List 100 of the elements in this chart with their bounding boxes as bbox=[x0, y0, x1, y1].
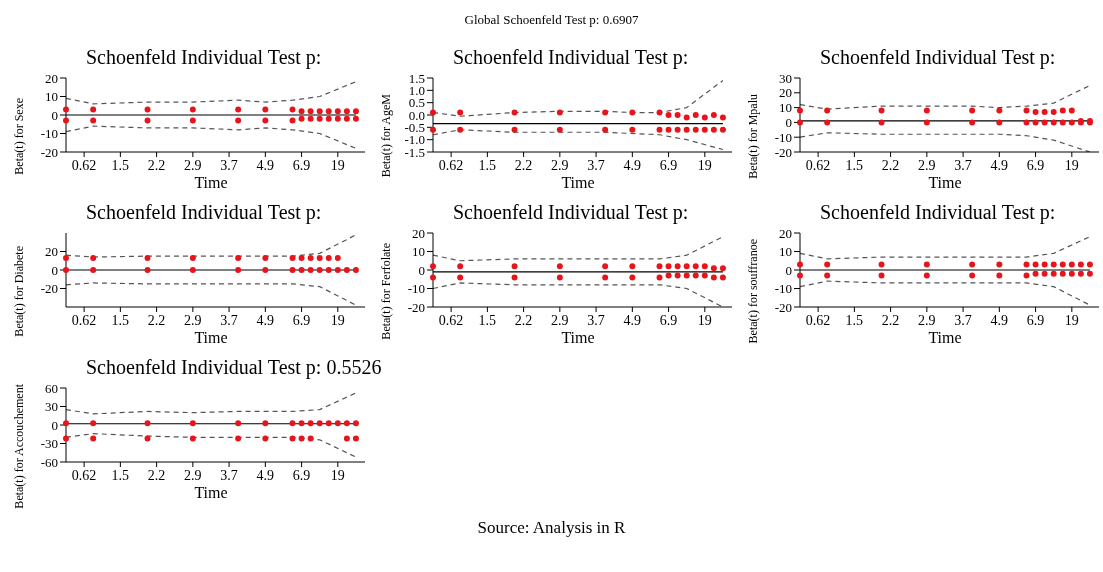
x-tick-label: 1.5 bbox=[111, 158, 130, 173]
x-tick-label: 4.9 bbox=[256, 468, 275, 483]
x-tick-label: 6.9 bbox=[659, 158, 678, 173]
x-tick-label: 2.2 bbox=[514, 158, 533, 173]
x-tick-label: 1.5 bbox=[478, 313, 497, 328]
x-tick-label: 2.2 bbox=[147, 158, 166, 173]
x-axis-title: Time bbox=[193, 484, 229, 502]
x-tick-label: 2.2 bbox=[514, 313, 533, 328]
x-tick-label: 2.9 bbox=[184, 158, 202, 173]
x-tick-label: 4.9 bbox=[256, 313, 275, 328]
x-tick-label: 2.9 bbox=[184, 313, 202, 328]
x-tick-label: 6.9 bbox=[292, 468, 311, 483]
x-tick-label: 3.7 bbox=[220, 158, 238, 173]
x-tick-label: 4.9 bbox=[256, 158, 275, 173]
y-tick-label: -20 bbox=[774, 144, 792, 160]
x-tick-label: 3.7 bbox=[220, 468, 238, 483]
x-tick-label: 6.9 bbox=[1026, 313, 1045, 328]
x-axis-title: Time bbox=[193, 329, 229, 347]
x-tick-label: 6.9 bbox=[659, 313, 678, 328]
y-tick-label: 20 bbox=[779, 85, 792, 101]
x-tick-label: 1.5 bbox=[111, 313, 130, 328]
x-tick-label: 4.9 bbox=[623, 158, 642, 173]
source-note: Source: Analysis in R bbox=[476, 518, 627, 538]
chart-title: Schoenfeld Individual Test p: 0.5526 bbox=[86, 356, 382, 379]
y-tick-label: 20 bbox=[45, 70, 58, 86]
x-tick-label: 2.2 bbox=[147, 313, 166, 328]
y-tick-label: 10 bbox=[412, 244, 425, 260]
y-tick-label: 10 bbox=[45, 89, 58, 105]
x-tick-label: 4.9 bbox=[990, 313, 1009, 328]
x-tick-label: 1.5 bbox=[845, 313, 864, 328]
y-tick-label: 0 bbox=[51, 262, 58, 278]
x-tick-label: 2.2 bbox=[881, 158, 900, 173]
y-axis-title: Beta(t) for Ferfolate bbox=[379, 242, 394, 340]
x-tick-label: 6.9 bbox=[1026, 158, 1045, 173]
y-tick-label: -10 bbox=[40, 126, 58, 142]
x-tick-label: 19 bbox=[697, 158, 712, 173]
x-tick-label: 1.5 bbox=[478, 158, 497, 173]
y-tick-label: -20 bbox=[40, 144, 58, 160]
x-tick-label: 6.9 bbox=[292, 158, 311, 173]
chart-title: Schoenfeld Individual Test p: bbox=[86, 201, 322, 224]
y-tick-label: -10 bbox=[407, 281, 425, 297]
x-tick-label: 4.9 bbox=[990, 158, 1009, 173]
y-tick-label: -20 bbox=[40, 281, 58, 297]
y-tick-label: 0 bbox=[785, 115, 792, 131]
x-axis-title: Time bbox=[193, 174, 229, 192]
y-tick-label: 0 bbox=[51, 417, 58, 433]
x-tick-label: 2.2 bbox=[147, 468, 166, 483]
x-tick-label: 2.9 bbox=[551, 158, 569, 173]
x-tick-label: 19 bbox=[697, 313, 712, 328]
x-tick-label: 0.62 bbox=[71, 158, 97, 173]
chart-title: Schoenfeld Individual Test p: bbox=[453, 46, 689, 69]
x-tick-label: 4.9 bbox=[623, 313, 642, 328]
y-tick-label: 10 bbox=[779, 100, 792, 116]
y-tick-label: -20 bbox=[407, 299, 425, 315]
x-tick-label: 19 bbox=[330, 468, 345, 483]
x-tick-label: 2.9 bbox=[918, 158, 936, 173]
x-tick-label: 3.7 bbox=[220, 313, 238, 328]
y-tick-label: 0 bbox=[785, 262, 792, 278]
y-tick-label: -60 bbox=[40, 454, 58, 470]
chart-title: Schoenfeld Individual Test p: bbox=[86, 46, 322, 69]
x-tick-label: 2.9 bbox=[918, 313, 936, 328]
x-tick-label: 1.5 bbox=[845, 158, 864, 173]
y-tick-label: -10 bbox=[774, 129, 792, 145]
y-axis-title: Beta(t) for souffranoe bbox=[746, 238, 761, 344]
x-tick-label: 3.7 bbox=[954, 158, 972, 173]
y-tick-label: 20 bbox=[45, 244, 58, 260]
chart-title: Schoenfeld Individual Test p: bbox=[820, 201, 1056, 224]
x-tick-label: 19 bbox=[1064, 313, 1079, 328]
x-tick-label: 3.7 bbox=[954, 313, 972, 328]
x-tick-label: 0.62 bbox=[805, 313, 831, 328]
x-axis-title: Time bbox=[927, 174, 963, 192]
x-tick-label: 3.7 bbox=[587, 158, 605, 173]
y-tick-label: -20 bbox=[774, 299, 792, 315]
x-tick-label: 0.62 bbox=[71, 468, 97, 483]
y-tick-label: -30 bbox=[40, 436, 58, 452]
x-tick-label: 2.9 bbox=[551, 313, 569, 328]
x-tick-label: 0.62 bbox=[438, 313, 464, 328]
y-axis-title: Beta(t) for Sexe bbox=[12, 97, 27, 175]
x-tick-label: 3.7 bbox=[587, 313, 605, 328]
x-axis-title: Time bbox=[560, 329, 596, 347]
x-axis-title: Time bbox=[927, 329, 963, 347]
y-tick-label: 0 bbox=[418, 262, 425, 278]
chart-title: Schoenfeld Individual Test p: bbox=[453, 201, 689, 224]
y-tick-label: -10 bbox=[774, 281, 792, 297]
y-tick-label: 0 bbox=[51, 107, 58, 123]
x-tick-label: 2.2 bbox=[881, 313, 900, 328]
text: Global Schoenfeld Test p: 0.6907 bbox=[463, 12, 640, 28]
y-tick-label: 60 bbox=[45, 380, 58, 396]
x-tick-label: 19 bbox=[1064, 158, 1079, 173]
x-tick-label: 19 bbox=[330, 313, 345, 328]
y-axis-title: Beta(t) for Accouchement bbox=[12, 383, 27, 509]
y-tick-label: 20 bbox=[412, 225, 425, 241]
y-tick-label: 30 bbox=[45, 399, 58, 415]
y-tick-label: 20 bbox=[779, 225, 792, 241]
x-tick-label: 0.62 bbox=[805, 158, 831, 173]
chart-title: Schoenfeld Individual Test p: bbox=[820, 46, 1056, 69]
x-tick-label: 19 bbox=[330, 158, 345, 173]
y-axis-title: Beta(t) for Diabete bbox=[12, 245, 27, 337]
x-tick-label: 2.9 bbox=[184, 468, 202, 483]
y-axis-title: Beta(t) for Mpalu bbox=[746, 93, 761, 179]
